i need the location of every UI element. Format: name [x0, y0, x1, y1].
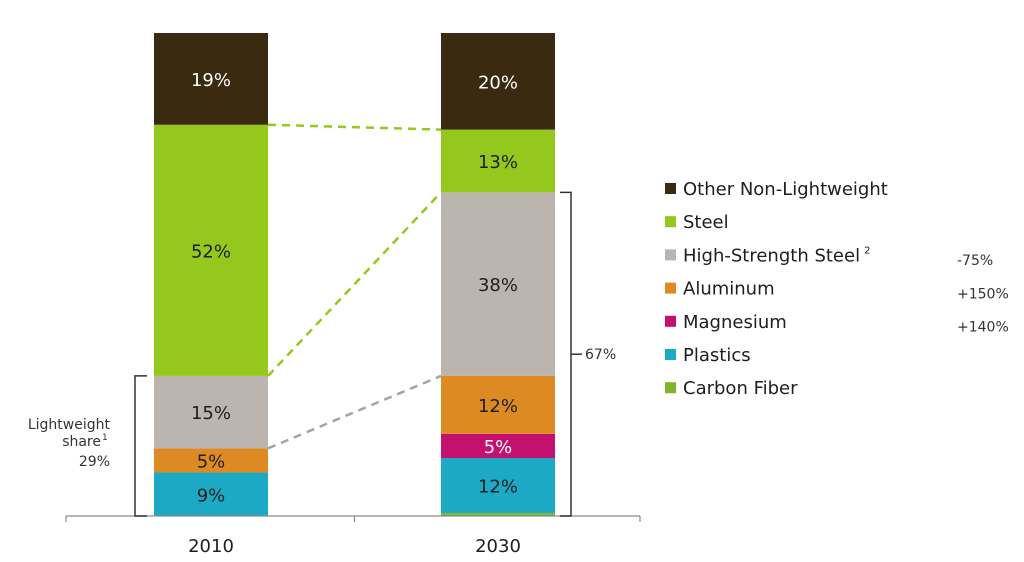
lightweight-share-label: share [62, 434, 101, 450]
bar-plastics-2010 [154, 472, 268, 516]
legend-label-plastics: Plastics [683, 345, 751, 366]
legend-label-steel: Steel [683, 212, 729, 233]
legend-label-aluminum: Aluminum [683, 279, 775, 300]
legend-swatch-other-non-lightweight [665, 183, 676, 194]
legend-swatch-magnesium [665, 315, 676, 327]
bar-plastics-2030 [441, 458, 555, 514]
legend-change-steel: -75% [957, 253, 993, 269]
data-label: 5% [484, 437, 513, 458]
x-tick-label: 2010 [188, 536, 234, 557]
bar-aluminum-2010 [154, 448, 268, 473]
bar-magnesium-2030 [441, 433, 555, 459]
footnote-1-marker: 1 [102, 433, 108, 443]
bar-carbon-fiber-2030 [441, 513, 555, 516]
data-label: 5% [197, 451, 226, 472]
data-label: 15% [191, 403, 231, 424]
bar-steel-2030 [441, 129, 555, 193]
data-label: 38% [478, 275, 518, 296]
data-label: 52% [191, 241, 231, 262]
bar-aluminum-2030 [441, 375, 555, 434]
legend-swatch-aluminum [665, 282, 676, 294]
bar-high-strength-steel-2030 [441, 192, 555, 376]
lightweight-share-2030-value: 67% [585, 347, 616, 363]
bar-high-strength-steel-2010 [154, 375, 268, 449]
lightweight-label: Lightweight [28, 417, 111, 433]
footnote-2-marker: 2 [864, 245, 870, 256]
legend-label-high-strength-steel: High-Strength Steel [683, 245, 860, 266]
lightweight-bracket-2030 [560, 191, 572, 517]
data-label: 19% [191, 70, 231, 91]
legend-change-high-strength-steel: +150% [957, 286, 1009, 302]
data-label: 13% [478, 152, 518, 173]
steel-bottom-connector [267, 191, 442, 377]
legend-label-carbon-fiber: Carbon Fiber [683, 378, 798, 399]
bar-other-non-lightweight-2030 [441, 33, 555, 130]
steel-top-connector [267, 123, 442, 131]
hss-bottom-connector [267, 374, 442, 450]
bar-steel-2010 [154, 124, 268, 376]
legend-swatch-high-strength-steel [665, 249, 676, 261]
data-label: 20% [478, 72, 518, 93]
bar-other-non-lightweight-2010 [154, 33, 268, 125]
legend-change-aluminum: +140% [957, 320, 1009, 336]
data-label: 12% [478, 396, 518, 417]
lightweight-share-2010-value: 29% [79, 454, 110, 470]
legend-swatch-plastics [665, 349, 676, 360]
data-label: 12% [478, 477, 518, 498]
data-label: 9% [197, 485, 226, 506]
legend-label-other-non-lightweight: Other Non-Lightweight [683, 179, 888, 200]
legend-swatch-steel [665, 216, 676, 228]
legend-label-magnesium: Magnesium [683, 312, 787, 333]
lightweight-bracket-2010 [134, 375, 147, 517]
legend-swatch-carbon-fiber [665, 382, 676, 394]
x-tick-label: 2030 [475, 536, 521, 557]
